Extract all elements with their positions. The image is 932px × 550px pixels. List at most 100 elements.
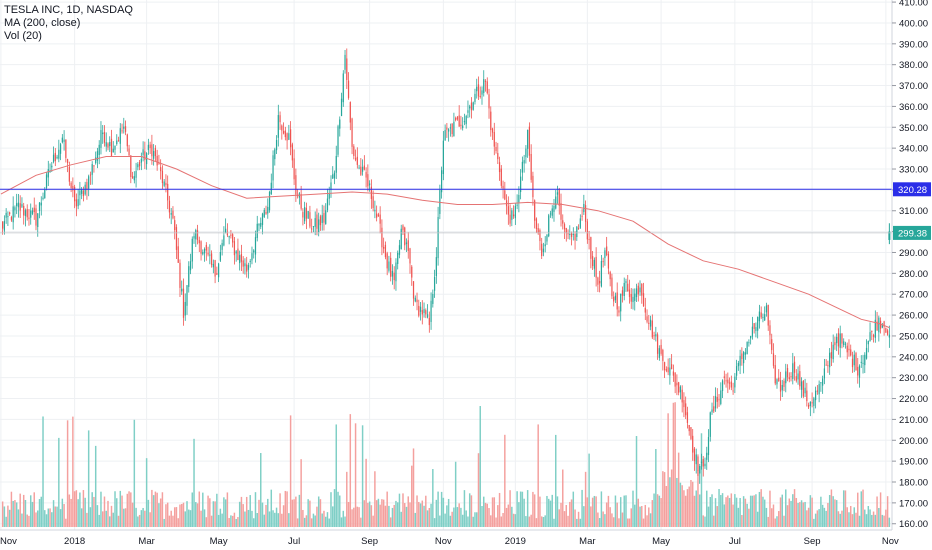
volume-bar [144,510,146,527]
volume-bar [251,510,253,527]
volume-bar [388,505,390,527]
volume-bar [217,514,220,527]
volume-bar [785,489,787,527]
candle-body [225,228,227,233]
volume-bar [277,513,280,527]
candle-body [504,190,506,200]
candle-body [630,293,632,302]
price-tick-label: 390.00 [899,39,928,50]
candle-body [764,314,766,321]
candle-body [579,218,581,228]
candle-body [548,215,550,237]
candle-body [158,163,160,165]
candle-body [105,142,107,147]
time-tick-label: Sep [804,536,821,547]
volume-bar [665,486,668,527]
candle-body [246,264,248,272]
volume-bar [21,513,23,527]
candle-body [590,237,592,259]
candle-body [865,347,868,359]
candle-body [858,365,861,378]
candle-body [177,246,179,263]
price-tick-label: 260.00 [899,311,928,322]
volume-bar [799,502,801,527]
volume-bar [202,492,204,527]
candle-body [549,213,552,215]
candle-body [340,98,343,117]
candle-body [576,226,578,237]
candle-body [620,293,622,312]
volume-bar [684,495,687,527]
volume-bar [786,505,789,527]
volume-bar [702,515,704,527]
volume-bar [447,498,450,527]
volume-bar [639,506,641,527]
volume-bar [193,438,195,527]
volume-bar [505,507,508,527]
candle-body [530,154,532,180]
candle-body [12,206,14,223]
candle-body [676,382,678,386]
volume-bar [240,496,243,527]
volume-bar [310,518,313,527]
candle-body [795,376,797,381]
volume-bar [619,497,622,527]
candle-body [449,127,452,129]
volume-bar [93,496,95,527]
candle-body [748,342,750,344]
candle-body [839,333,841,348]
volume-bar [642,518,645,527]
volume-bar [86,512,88,527]
candle-body [667,367,669,373]
volume-bar [713,515,715,527]
volume-bar [479,406,481,527]
volume-bar [149,512,151,527]
candle-body [727,379,729,384]
volume-bar [200,510,202,527]
volume-bar [635,436,638,527]
candle-body [254,237,257,255]
volume-bar [809,495,812,527]
volume-bar [45,514,48,527]
volume-bar [440,491,443,527]
volume-bar [265,504,267,527]
volume-bar [662,471,664,527]
volume-bar [391,507,394,527]
candle-body [168,200,171,213]
volume-bar [762,496,764,527]
volume-bar [423,505,425,527]
volume-bar [29,495,32,527]
volume-bar [716,506,719,527]
candle-body [778,377,780,381]
volume-bar [42,416,44,527]
candle-body [644,307,646,313]
volume-bar [644,504,647,527]
volume-bar [586,497,589,527]
time-tick-label: May [210,536,228,547]
volume-bar [347,501,350,527]
candle-body [379,214,381,224]
volume-bar [403,503,406,527]
candle-body [718,399,720,401]
candle-body [534,200,536,221]
volume-bar [107,500,109,527]
candle-body [217,263,220,278]
volume-bar [154,491,157,527]
volume-bar [400,511,402,527]
candle-body [771,339,773,351]
candle-body [569,233,571,235]
candle-body [653,335,655,337]
volume-bar [518,502,520,527]
volume-bar [249,495,251,527]
volume-bar [669,477,671,527]
volume-bar [553,518,555,527]
candle-body [888,334,890,338]
volume-bar [748,508,750,527]
volume-bar [878,508,880,527]
volume-bar [535,518,538,527]
volume-bar [679,482,682,527]
volume-bar [776,516,778,527]
volume-bar [481,506,483,527]
